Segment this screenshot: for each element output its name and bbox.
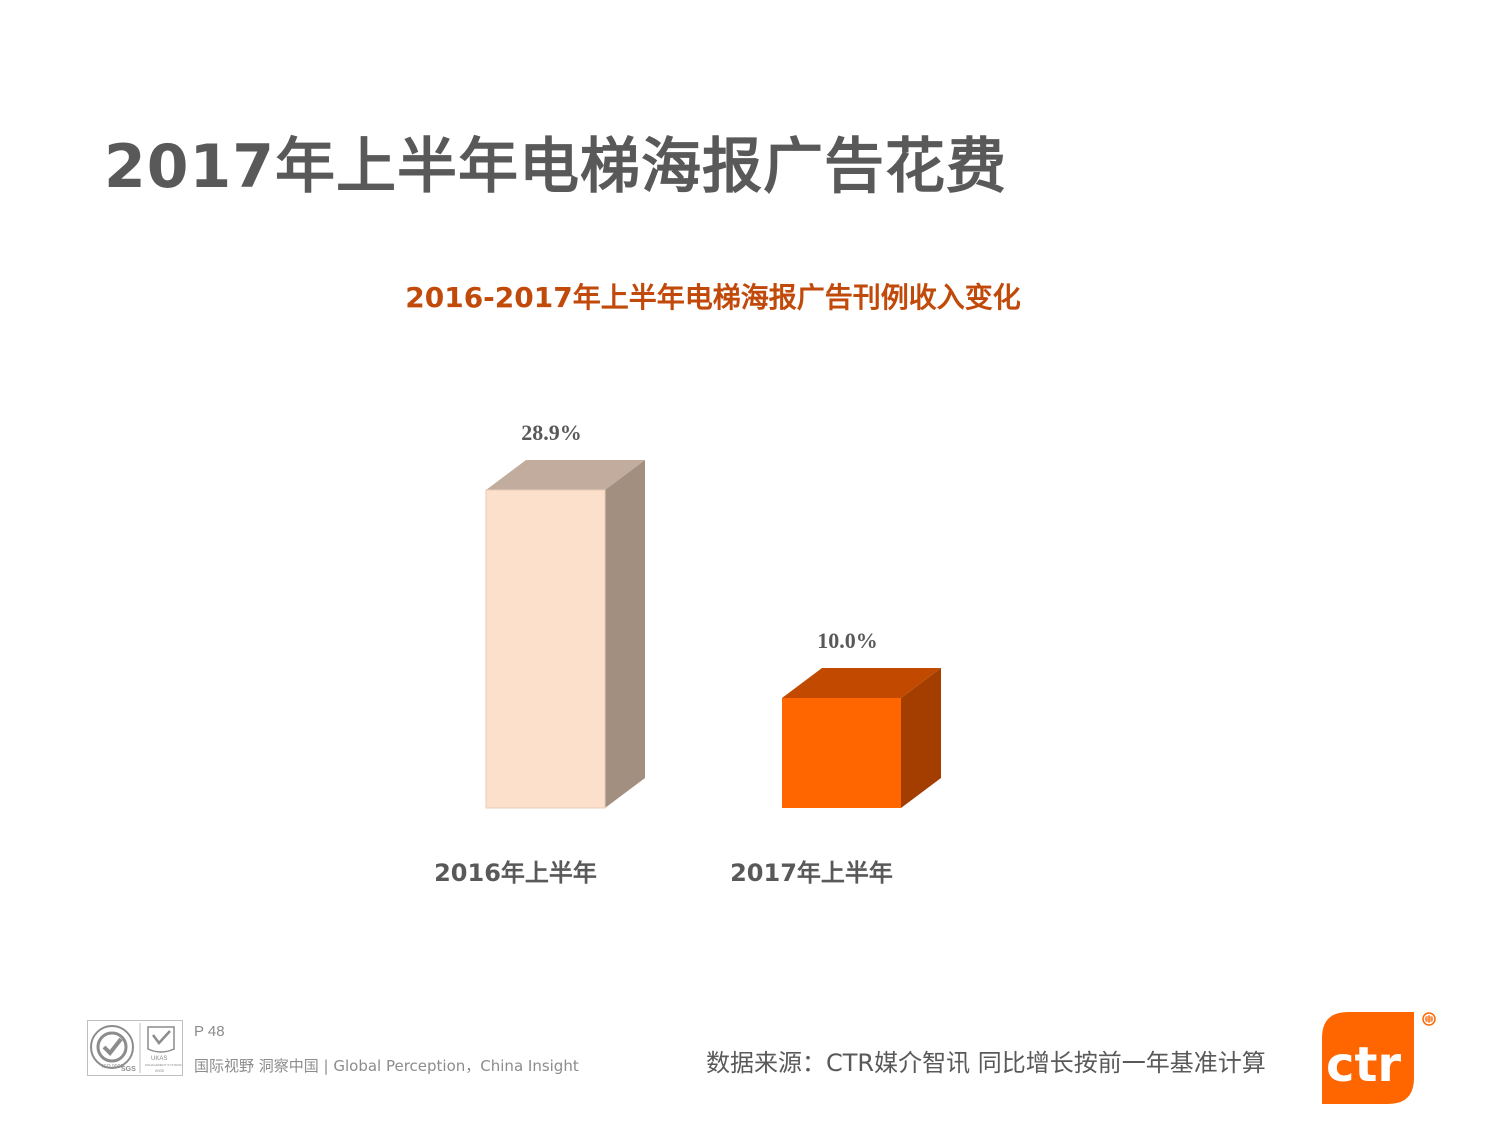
certification-logos: ISO 9001 SGS UKAS MANAGEMENT SYSTEMS 000… — [87, 1020, 183, 1076]
bar-2017-side — [901, 667, 941, 808]
category-label-2017: 2017年上半年 — [730, 859, 893, 887]
svg-text:UKAS: UKAS — [151, 1056, 167, 1062]
sgs-mark: SGS — [121, 1066, 136, 1073]
bar-2017 — [782, 697, 901, 808]
iso-seal-icon: ISO 9001 — [90, 1025, 134, 1070]
svg-text:MANAGEMENT SYSTEMS: MANAGEMENT SYSTEMS — [145, 1063, 182, 1067]
svg-text:ISO 9001: ISO 9001 — [102, 1064, 123, 1070]
page-title: 2017年上半年电梯海报广告花费 — [104, 132, 1007, 202]
data-source-note: 数据来源：CTR媒介智讯 同比增长按前一年基准计算 — [706, 1049, 1266, 1077]
data-label-2016: 28.9% — [521, 420, 582, 445]
ctr-logo: ctr — [1322, 1012, 1436, 1104]
bar-2017-top — [782, 667, 941, 698]
ctr-logo-text: ctr — [1326, 1037, 1401, 1093]
bar-2016-top — [486, 460, 645, 490]
svg-text:0005: 0005 — [155, 1068, 165, 1073]
ukas-icon: UKAS MANAGEMENT SYSTEMS 0005 — [145, 1026, 182, 1073]
bar-2016 — [485, 489, 606, 809]
tagline: 国际视野 洞察中国 | Global Perception，China Insi… — [194, 1057, 579, 1075]
category-label-2016: 2016年上半年 — [434, 859, 597, 887]
page-number: P 48 — [194, 1023, 225, 1040]
chart-title: 2016-2017年上半年电梯海报广告刊例收入变化 — [405, 281, 1021, 314]
registered-mark-icon — [1422, 1012, 1436, 1026]
data-label-2017: 10.0% — [817, 628, 878, 653]
bar-2016-side — [605, 460, 645, 808]
